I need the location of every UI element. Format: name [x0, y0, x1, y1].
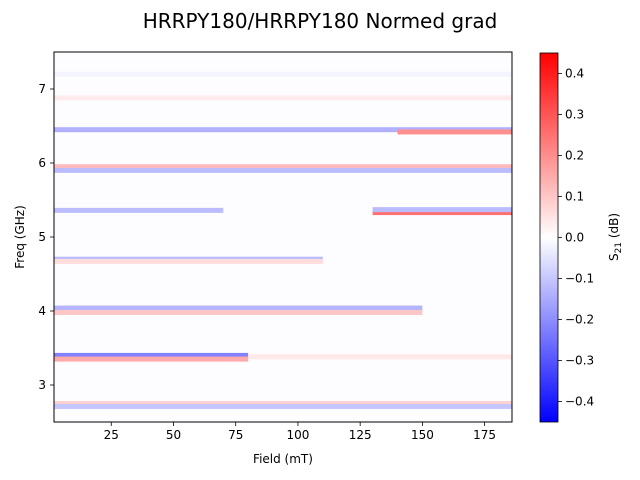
y-axis-label: Freq (GHz)	[13, 205, 27, 269]
heatmap-band	[372, 207, 512, 213]
colorbar-tick-label: −0.3	[565, 354, 594, 368]
colorbar-tick-label: −0.2	[565, 313, 594, 327]
colorbar-tick-label: 0.4	[565, 67, 584, 81]
chart-title: HRRPY180/HRRPY180 Normed grad	[143, 9, 498, 33]
heatmap-band	[54, 71, 512, 77]
x-tick-label: 150	[411, 428, 434, 442]
x-tick-label: 50	[166, 428, 181, 442]
colorbar-label: S21 (dB)	[607, 213, 624, 261]
y-axis-ticks: 3 4 5 6 7	[38, 82, 54, 392]
x-tick-label: 75	[228, 428, 243, 442]
x-tick-label: 175	[473, 428, 496, 442]
heatmap-band	[372, 210, 512, 216]
heatmap-band	[54, 309, 423, 315]
heatmap-band	[54, 167, 512, 173]
colorbar-tick-label: 0.0	[565, 231, 584, 245]
heatmap-band	[54, 164, 512, 170]
y-tick-label: 5	[38, 230, 46, 244]
y-tick-label: 4	[38, 304, 46, 318]
colorbar-label-sub: 21	[614, 242, 624, 253]
heatmap-band	[54, 127, 512, 133]
x-tick-label: 25	[104, 428, 119, 442]
heatmap-band	[54, 258, 323, 264]
heatmap-band	[54, 95, 512, 101]
x-tick-label: 125	[349, 428, 372, 442]
heatmap-bands	[54, 71, 512, 409]
y-tick-label: 6	[38, 156, 46, 170]
y-tick-label: 7	[38, 82, 46, 96]
colorbar-tick-label: 0.2	[565, 149, 584, 163]
x-axis-label: Field (mT)	[253, 452, 313, 466]
heatmap-band	[54, 207, 224, 213]
heatmap-band	[54, 403, 512, 409]
colorbar-label-main: S	[607, 253, 621, 261]
colorbar-tick-label: 0.1	[565, 190, 584, 204]
heatmap-band	[54, 352, 249, 358]
colorbar-tick-label: −0.1	[565, 272, 594, 286]
colorbar-tick-label: −0.4	[565, 395, 594, 409]
colorbar	[539, 52, 559, 423]
y-tick-label: 3	[38, 378, 46, 392]
colorbar-tick-label: 0.3	[565, 108, 584, 122]
plot-background	[54, 52, 512, 422]
heatmap-band	[54, 356, 249, 362]
heatmap-band	[54, 401, 512, 406]
heatmap-band	[54, 305, 423, 311]
x-tick-label: 100	[286, 428, 309, 442]
heatmap-band	[248, 354, 512, 360]
heatmap-band	[397, 129, 512, 135]
colorbar-ticks: −0.4 −0.3 −0.2 −0.1 0.0 0.1 0.2 0.3 0.4	[558, 67, 594, 409]
x-axis-ticks: 25 50 75 100 125 150 175	[104, 422, 496, 442]
colorbar-label-unit: (dB)	[607, 213, 621, 242]
